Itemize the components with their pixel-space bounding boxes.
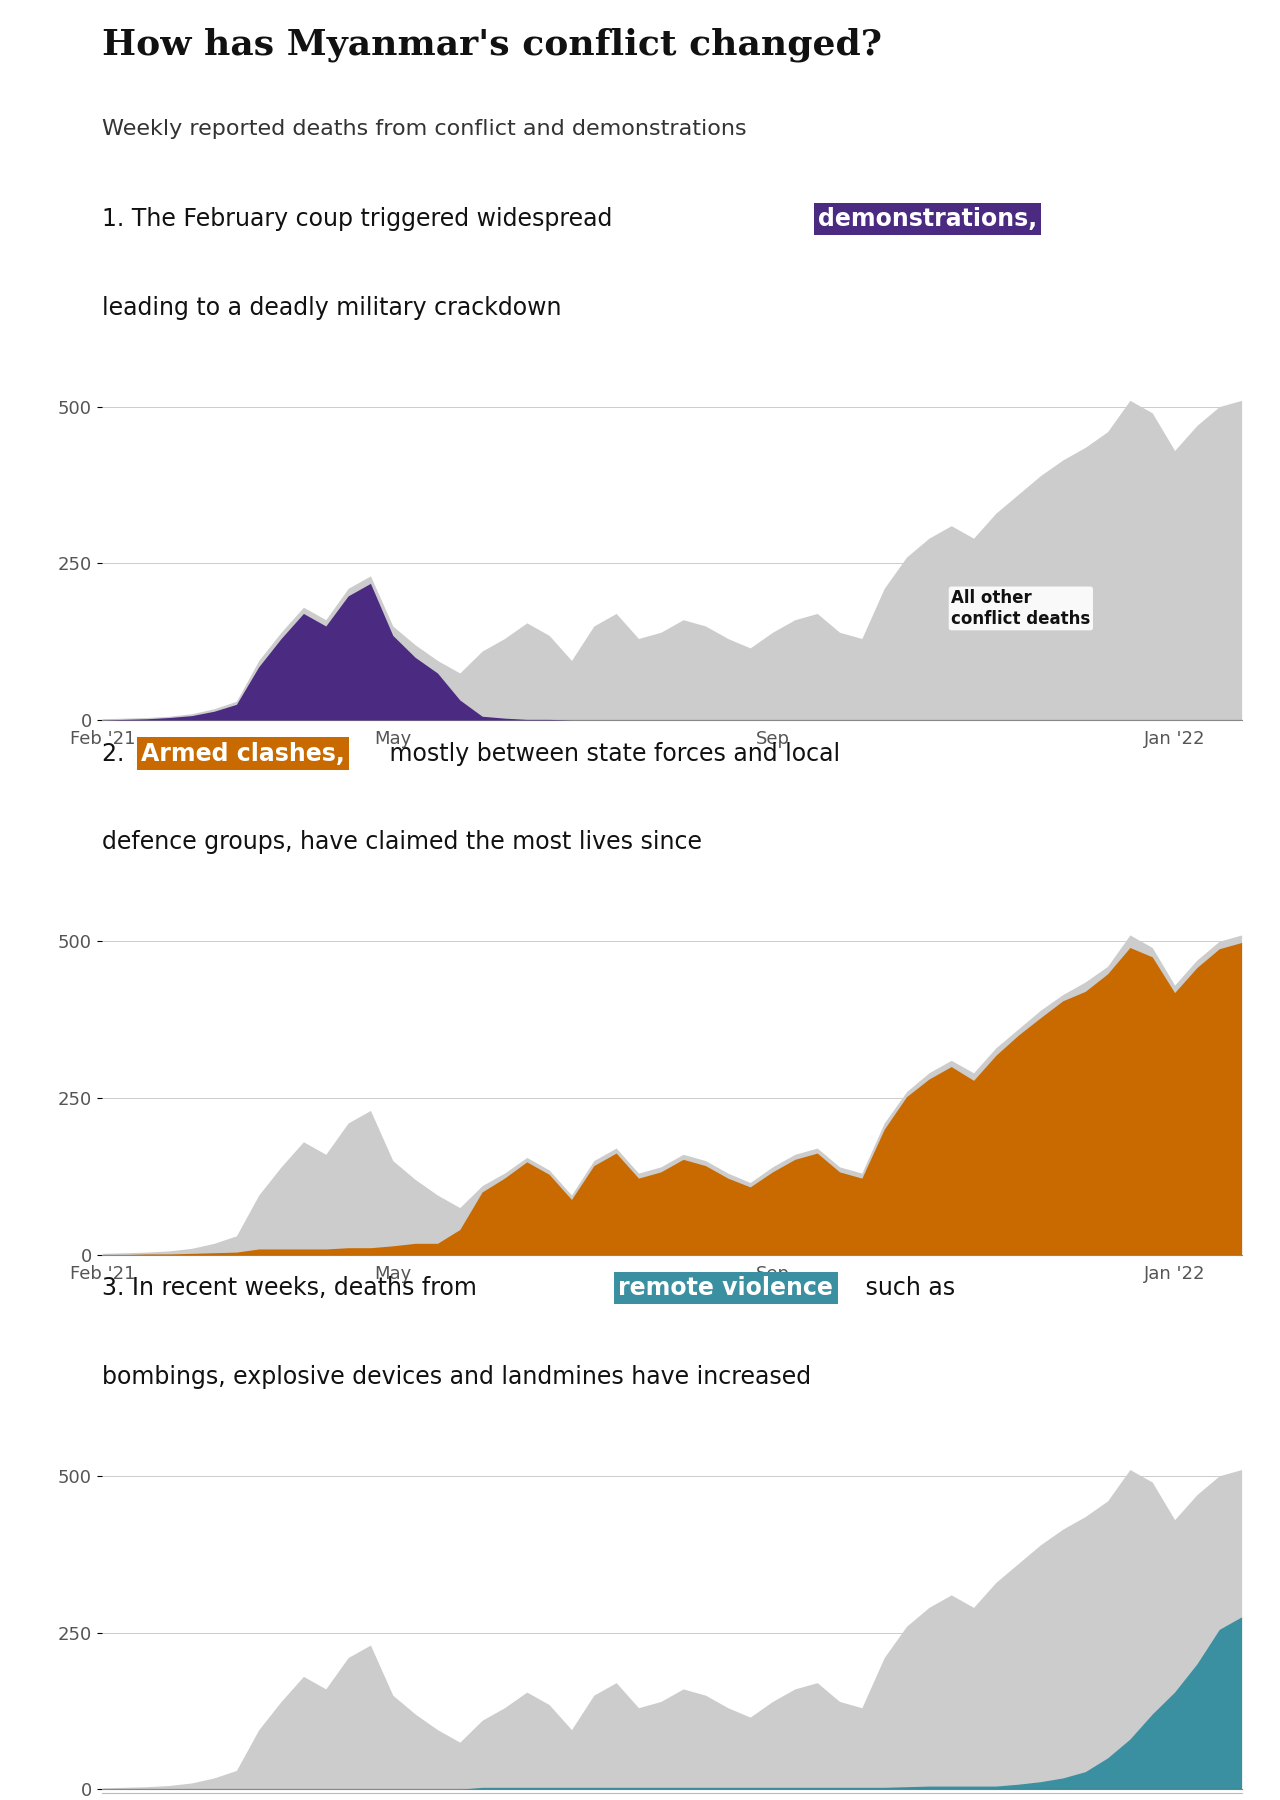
Text: Armed clashes,: Armed clashes, [141, 742, 344, 765]
Text: 1. The February coup triggered widespread: 1. The February coup triggered widesprea… [102, 207, 621, 230]
Text: such as: such as [858, 1276, 955, 1300]
Text: bombings, explosive devices and landmines have increased: bombings, explosive devices and landmine… [102, 1364, 812, 1390]
Text: demonstrations,: demonstrations, [818, 207, 1037, 230]
Text: leading to a deadly military crackdown: leading to a deadly military crackdown [102, 295, 562, 320]
Text: Weekly reported deaths from conflict and demonstrations: Weekly reported deaths from conflict and… [102, 119, 748, 139]
Text: How has Myanmar's conflict changed?: How has Myanmar's conflict changed? [102, 27, 882, 61]
Text: mostly between state forces and local: mostly between state forces and local [381, 742, 840, 765]
Text: 3. In recent weeks, deaths from: 3. In recent weeks, deaths from [102, 1276, 485, 1300]
Text: defence groups, have claimed the most lives since: defence groups, have claimed the most li… [102, 830, 703, 855]
Text: remote violence: remote violence [618, 1276, 833, 1300]
Text: 2.: 2. [102, 742, 132, 765]
Text: All other
conflict deaths: All other conflict deaths [951, 589, 1091, 628]
